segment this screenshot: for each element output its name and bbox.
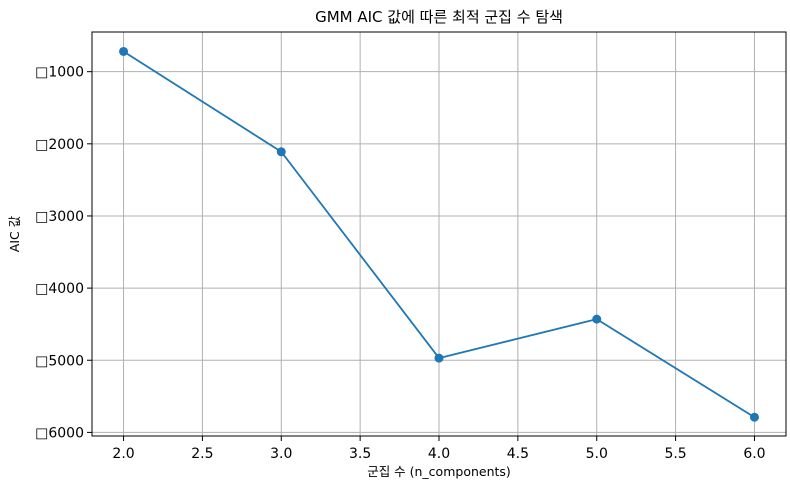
x-tick-label: 3.0 <box>270 446 292 462</box>
y-tick-label: □2000 <box>35 137 84 153</box>
aic-data-point <box>276 147 286 157</box>
aic-data-point <box>434 353 444 363</box>
y-axis-ticks: □1000 □2000 □3000 □4000 □5000 □6000 <box>35 65 92 441</box>
x-tick-label: 2.0 <box>112 446 134 462</box>
x-tick-label: 6.0 <box>743 446 765 462</box>
x-axis-label: 군집 수 (n_components) <box>367 464 511 479</box>
y-tick-label: □1000 <box>35 65 84 81</box>
aic-data-point <box>592 314 602 324</box>
x-tick-label: 4.0 <box>428 446 450 462</box>
aic-data-point <box>119 46 129 56</box>
aic-data-point <box>749 412 759 422</box>
y-axis-label: AIC 값 <box>7 215 22 252</box>
x-tick-label: 3.5 <box>349 446 371 462</box>
x-tick-label: 5.5 <box>664 446 686 462</box>
y-tick-label: □4000 <box>35 281 84 297</box>
y-tick-label: □6000 <box>35 425 84 441</box>
y-tick-label: □5000 <box>35 353 84 369</box>
x-grid-lines <box>123 32 755 436</box>
x-tick-label: 5.0 <box>586 446 608 462</box>
chart-title: GMM AIC 값에 따른 최적 군집 수 탐색 <box>315 8 563 26</box>
x-tick-label: 4.5 <box>507 446 529 462</box>
series-layer <box>119 46 759 422</box>
x-tick-label: 2.5 <box>191 446 213 462</box>
x-axis-ticks: 2.0 2.5 3.0 3.5 4.0 4.5 5.0 5.5 6.0 <box>112 436 766 462</box>
y-tick-label: □3000 <box>35 209 84 225</box>
